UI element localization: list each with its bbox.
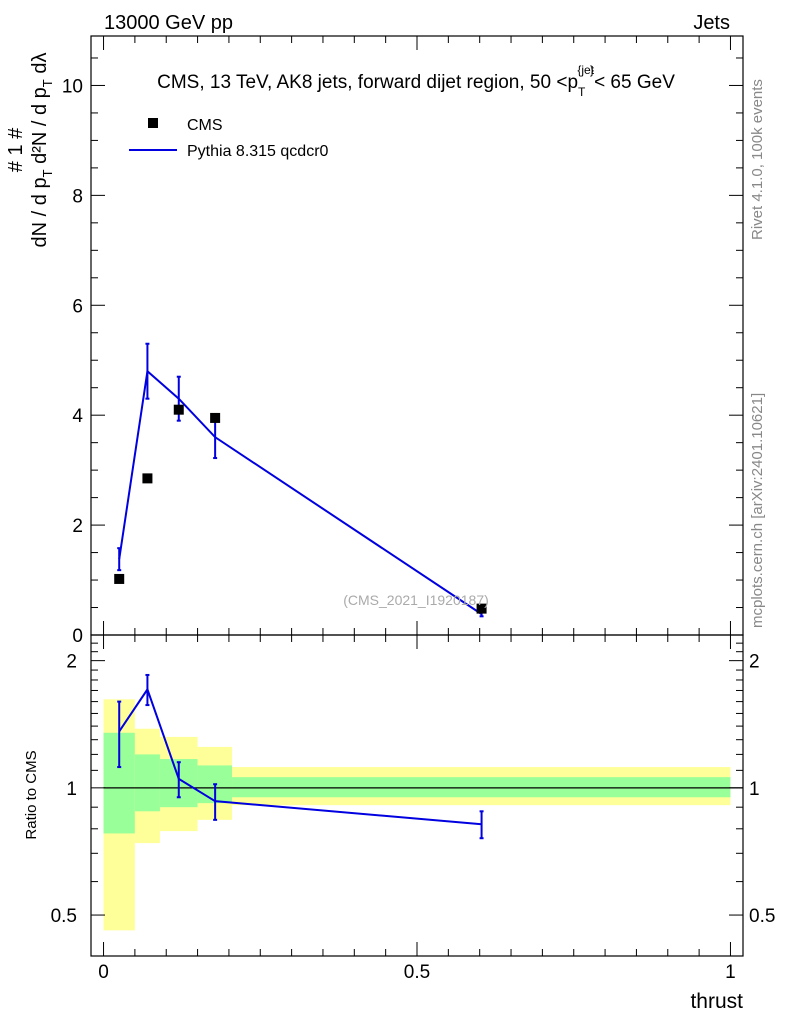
ratio-y-tick-label-right: 0.5 bbox=[749, 906, 775, 927]
ratio-y-tick-label: 1 bbox=[66, 779, 77, 800]
cms-data-point bbox=[210, 412, 221, 423]
x-axis-label: thrust bbox=[690, 990, 743, 1013]
x-tick-label: 0 bbox=[98, 962, 109, 983]
x-tick-label: 1 bbox=[725, 962, 736, 983]
svg-text:dN / d pT d²N / d pT dλ: dN / d pT d²N / d pT dλ bbox=[29, 53, 55, 248]
main-y-label: dN / d pT d²N / d pT dλ # 1 # bbox=[5, 53, 55, 248]
ratio-y-label: Ratio to CMS bbox=[23, 750, 40, 839]
ratio-band-inner bbox=[232, 777, 731, 798]
ratio-y-axis: 0.5 0.5 1 1 2 2 bbox=[51, 642, 775, 927]
x-tick-label: 0.5 bbox=[404, 962, 430, 983]
cms-data-point bbox=[173, 404, 184, 415]
data-series-main bbox=[114, 404, 487, 614]
ratio-panel: 0.5 0.51 12 2 0 0.5 1 bbox=[51, 634, 775, 983]
y-tick-label: 0 bbox=[72, 626, 83, 647]
legend-cms-marker bbox=[148, 118, 158, 128]
plot-title: CMS, 13 TeV, AK8 jets, forward dijet reg… bbox=[157, 63, 675, 99]
ratio-y-tick-label: 2 bbox=[66, 652, 77, 673]
y-tick-label: 8 bbox=[72, 186, 83, 207]
y-tick-label: 10 bbox=[62, 76, 83, 97]
ratio-y-tick-label: 0.5 bbox=[51, 906, 77, 927]
legend-cms-label: CMS bbox=[187, 117, 223, 134]
cms-data-point bbox=[142, 473, 153, 484]
legend-mc-label: Pythia 8.315 qcdcr0 bbox=[187, 143, 329, 160]
legend: CMS Pythia 8.315 qcdcr0 bbox=[129, 117, 329, 160]
ratio-y-tick-label-right: 2 bbox=[749, 652, 760, 673]
cms-data-point bbox=[476, 603, 487, 614]
ratio-y-tick-label-right: 1 bbox=[749, 779, 760, 800]
mcplots-label: mcplots.cern.ch [arXiv:2401.10621] bbox=[749, 393, 766, 628]
y-tick-label: 2 bbox=[72, 516, 83, 537]
mc-series-main bbox=[117, 342, 484, 618]
y-tick-label: 6 bbox=[72, 296, 83, 317]
ratio-band-inner bbox=[134, 754, 160, 812]
ratio-uncertainty-bands bbox=[103, 699, 731, 931]
main-x-ticks bbox=[103, 36, 731, 635]
analysis-watermark: (CMS_2021_I1920187) bbox=[343, 592, 489, 608]
mc-line bbox=[118, 369, 483, 615]
svg-text:# 1 #: # 1 # bbox=[5, 127, 27, 172]
header-left: 13000 GeV pp bbox=[104, 12, 233, 34]
y-tick-label: 4 bbox=[72, 406, 83, 427]
main-panel: 0 2 4 6 8 10 (CMS_2021_I1920187) CMS, 13 TeV,… bbox=[62, 35, 744, 647]
main-y-axis: 0 2 4 6 8 10 bbox=[62, 57, 743, 647]
mc-series-ratio bbox=[117, 673, 484, 840]
x-axis: 0 0.5 1 bbox=[98, 635, 736, 983]
header-right: Jets bbox=[693, 12, 730, 34]
cms-data-point bbox=[114, 573, 125, 584]
rivet-label: Rivet 4.1.0, 100k events bbox=[749, 79, 766, 240]
